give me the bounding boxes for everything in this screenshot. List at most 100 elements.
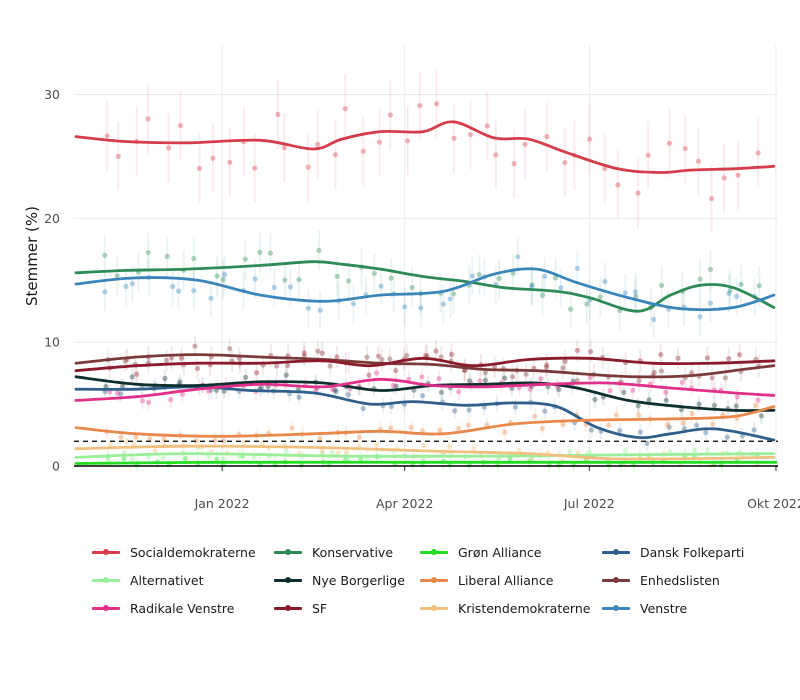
poll-point	[438, 389, 445, 395]
poll-point	[393, 383, 399, 389]
poll-point	[139, 398, 146, 404]
poll-point	[117, 391, 124, 397]
poll-point	[168, 396, 174, 403]
poll-point	[393, 367, 399, 374]
poll-point	[644, 440, 650, 446]
poll-point	[345, 392, 351, 398]
poll-point	[560, 365, 566, 371]
poll-point	[114, 390, 121, 396]
poll-point	[738, 281, 744, 287]
legend-label: Enhedslisten	[640, 573, 720, 588]
poll-point	[418, 305, 424, 311]
poll-point	[364, 456, 370, 463]
poll-point	[371, 270, 377, 277]
poll-point	[206, 388, 212, 394]
poll-point	[271, 284, 277, 291]
poll-point	[329, 386, 335, 392]
poll-point	[722, 375, 729, 381]
poll-point	[707, 266, 714, 273]
poll-point	[227, 159, 233, 165]
x-tick-label: Apr 2022	[376, 496, 433, 511]
poll-point	[501, 375, 508, 381]
poll-point	[621, 389, 627, 395]
poll-point	[375, 353, 382, 359]
poll-point	[364, 354, 370, 360]
poll-point	[560, 421, 566, 428]
poll-point	[332, 152, 339, 158]
poll-point	[301, 350, 307, 356]
poll-point	[145, 454, 152, 460]
poll-point	[282, 277, 288, 283]
poll-point	[755, 150, 761, 156]
poll-point	[586, 449, 593, 455]
poll-point	[259, 384, 265, 391]
poll-point	[495, 456, 502, 462]
poll-point	[636, 412, 642, 418]
poll-point	[134, 371, 140, 377]
poll-point	[516, 447, 522, 454]
poll-point	[165, 145, 172, 151]
legend-item: Dansk Folkeparti	[602, 543, 772, 562]
poll-point	[160, 455, 166, 461]
poll-point	[313, 387, 319, 393]
poll-point	[316, 247, 322, 254]
poll-point	[707, 300, 714, 306]
poll-point	[408, 424, 414, 430]
legend-label: Nye Borgerlige	[312, 573, 405, 588]
poll-point	[622, 290, 628, 296]
legend-key	[602, 576, 630, 583]
poll-point	[296, 277, 302, 283]
poll-point	[704, 355, 711, 361]
poll-point	[102, 289, 108, 295]
legend-label: Dansk Folkeparti	[640, 545, 745, 560]
poll-point	[220, 438, 227, 444]
poll-point	[243, 374, 249, 380]
legend-key	[274, 604, 302, 611]
poll-point	[317, 307, 323, 313]
poll-point	[360, 148, 366, 154]
trend-line-kristendemokraterne	[74, 444, 776, 461]
poll-point	[733, 403, 739, 409]
poll-point	[724, 434, 730, 440]
poll-point	[736, 352, 743, 358]
legend-item: Nye Borgerlige	[274, 571, 420, 590]
poll-point	[335, 450, 341, 456]
poll-point	[635, 190, 641, 196]
legend: Socialdemokraterne Konservative Grøn Allia…	[92, 543, 792, 618]
poll-point	[145, 116, 151, 122]
poll-point	[305, 164, 311, 170]
poll-point	[214, 273, 220, 279]
poll-point	[378, 283, 384, 289]
poll-point	[437, 427, 443, 433]
poll-point	[252, 165, 258, 171]
poll-point	[283, 448, 289, 454]
poll-point	[607, 387, 613, 394]
poll-point	[539, 426, 546, 432]
x-tick-label: Jul 2022	[563, 496, 615, 511]
poll-point	[103, 383, 109, 390]
legend-item: Venstre	[602, 599, 772, 618]
poll-point	[584, 301, 590, 307]
poll-point	[696, 401, 702, 407]
poll-point	[161, 436, 167, 442]
trend-line-alternativet	[74, 452, 776, 459]
poll-point	[152, 448, 158, 454]
poll-point	[615, 182, 621, 188]
y-tick-label: 0	[52, 459, 60, 474]
poll-point	[567, 448, 573, 454]
poll-point	[388, 403, 394, 410]
poll-point	[345, 456, 351, 463]
poll-point	[129, 374, 135, 380]
poll-point	[752, 402, 759, 409]
x-tick-label: Okt 2022	[747, 496, 800, 511]
y-tick-label: 20	[44, 211, 60, 226]
poll-point	[574, 265, 580, 271]
poll-point	[511, 161, 517, 167]
poll-point	[419, 393, 426, 399]
poll-point	[544, 362, 550, 368]
poll-point	[678, 406, 684, 413]
poll-point	[118, 434, 124, 440]
poll-point	[191, 287, 197, 294]
poll-point	[493, 152, 499, 158]
trend-line-radikale-venstre	[74, 377, 776, 402]
